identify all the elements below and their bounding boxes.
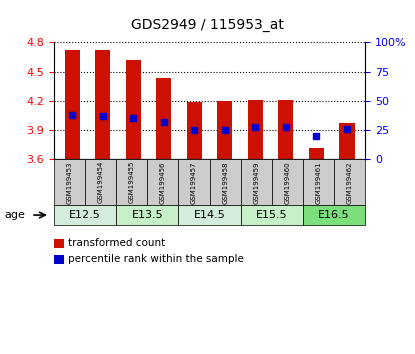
- Bar: [95, 50, 110, 159]
- Bar: [309, 148, 324, 159]
- Text: GSM199454: GSM199454: [98, 161, 104, 204]
- Text: GSM199461: GSM199461: [315, 161, 322, 204]
- Bar: [187, 102, 202, 159]
- Text: GSM199457: GSM199457: [191, 161, 197, 204]
- Text: GSM199455: GSM199455: [129, 161, 135, 204]
- Bar: [126, 60, 141, 159]
- Text: GSM199460: GSM199460: [284, 161, 290, 204]
- Bar: [217, 101, 232, 159]
- Text: E16.5: E16.5: [318, 210, 350, 220]
- Text: GSM199458: GSM199458: [222, 161, 228, 204]
- Text: GSM199462: GSM199462: [347, 161, 353, 204]
- Text: GDS2949 / 115953_at: GDS2949 / 115953_at: [131, 18, 284, 32]
- Text: E12.5: E12.5: [69, 210, 101, 220]
- Text: E15.5: E15.5: [256, 210, 288, 220]
- Text: GSM199456: GSM199456: [160, 161, 166, 204]
- Text: GSM199459: GSM199459: [253, 161, 259, 204]
- Text: GSM199453: GSM199453: [66, 161, 73, 204]
- Text: E13.5: E13.5: [132, 210, 163, 220]
- Bar: [278, 100, 293, 159]
- Bar: [339, 123, 354, 159]
- Text: E14.5: E14.5: [194, 210, 225, 220]
- Bar: [248, 100, 263, 159]
- Bar: [65, 50, 80, 159]
- Text: age: age: [4, 210, 25, 220]
- Bar: [156, 79, 171, 159]
- Text: percentile rank within the sample: percentile rank within the sample: [68, 254, 244, 264]
- Text: transformed count: transformed count: [68, 238, 166, 248]
